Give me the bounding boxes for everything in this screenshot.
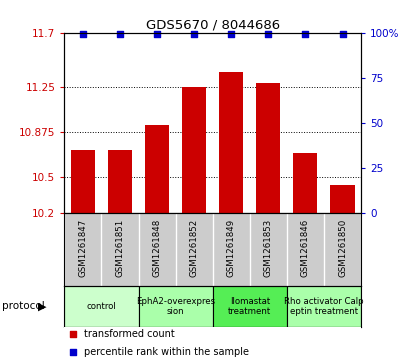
Text: percentile rank within the sample: percentile rank within the sample xyxy=(83,347,249,357)
Point xyxy=(117,32,123,37)
Point xyxy=(154,32,160,37)
Point xyxy=(339,32,346,37)
Point xyxy=(191,32,198,37)
Bar xyxy=(287,286,361,327)
Text: GSM1261851: GSM1261851 xyxy=(115,219,124,277)
Bar xyxy=(139,286,213,327)
Text: Ilomastat
treatment: Ilomastat treatment xyxy=(228,297,271,316)
Text: GSM1261850: GSM1261850 xyxy=(338,219,347,277)
Bar xyxy=(64,286,139,327)
Text: ▶: ▶ xyxy=(38,301,46,311)
Bar xyxy=(213,286,287,327)
Bar xyxy=(71,150,95,213)
Point xyxy=(80,32,86,37)
Text: GSM1261847: GSM1261847 xyxy=(78,219,88,277)
Point xyxy=(265,32,272,37)
Text: transformed count: transformed count xyxy=(83,329,174,339)
Bar xyxy=(293,153,317,213)
Text: protocol: protocol xyxy=(2,301,45,311)
Bar xyxy=(108,150,132,213)
Bar xyxy=(145,125,169,213)
Point xyxy=(302,32,309,37)
Bar xyxy=(182,87,206,213)
Text: GSM1261846: GSM1261846 xyxy=(301,219,310,277)
Title: GDS5670 / 8044686: GDS5670 / 8044686 xyxy=(146,19,280,32)
Bar xyxy=(330,185,354,213)
Text: EphA2-overexpres
sion: EphA2-overexpres sion xyxy=(136,297,215,316)
Text: GSM1261852: GSM1261852 xyxy=(190,219,199,277)
Text: GSM1261849: GSM1261849 xyxy=(227,219,236,277)
Bar xyxy=(219,72,243,213)
Point xyxy=(70,331,76,337)
Text: GSM1261848: GSM1261848 xyxy=(153,219,161,277)
Point xyxy=(228,32,234,37)
Text: Rho activator Calp
eptin treatment: Rho activator Calp eptin treatment xyxy=(284,297,364,316)
Text: control: control xyxy=(87,302,116,311)
Point xyxy=(70,349,76,355)
Bar xyxy=(256,83,281,213)
Text: GSM1261853: GSM1261853 xyxy=(264,219,273,277)
